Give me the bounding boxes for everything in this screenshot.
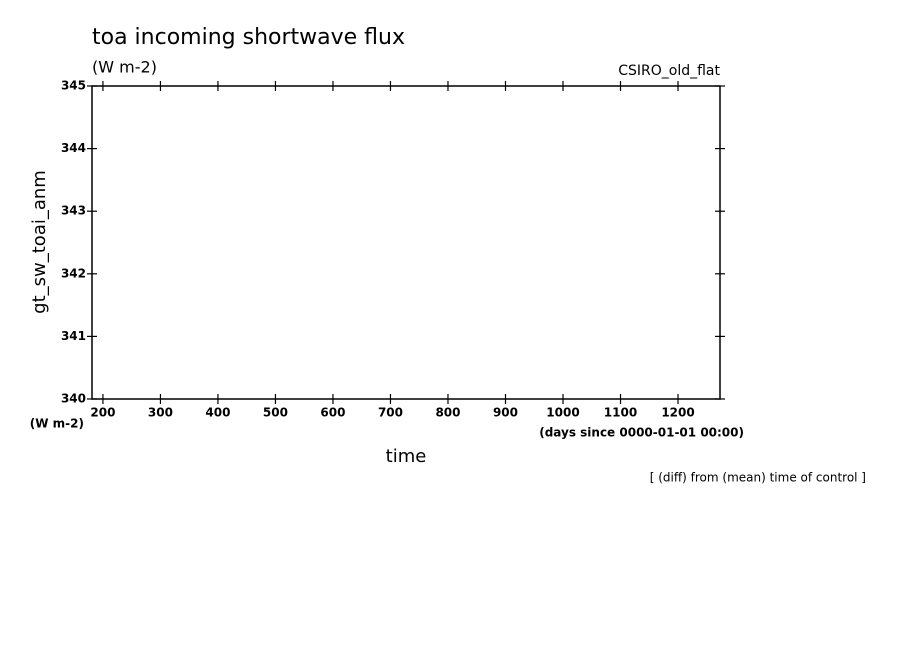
- chart-subtitle: (W m-2): [92, 58, 157, 77]
- y-axis-units: (W m-2): [30, 417, 84, 431]
- plot-frame: [91, 85, 721, 400]
- y-axis-label: gt_sw_toai_anm: [29, 170, 50, 314]
- y-tick-label: 342: [61, 266, 86, 280]
- x-tick-label: 500: [263, 406, 288, 420]
- chart-title: toa incoming shortwave flux: [92, 25, 405, 50]
- x-tick-label: 900: [493, 406, 518, 420]
- y-tick-label: 340: [61, 392, 86, 406]
- note: [ (diff) from (mean) time of control ]: [650, 471, 866, 485]
- y-tick-label: 344: [61, 141, 86, 155]
- x-tick-label: 1200: [661, 406, 694, 420]
- x-tick-label: 400: [205, 406, 230, 420]
- y-tick-label: 345: [61, 79, 86, 93]
- x-tick-label: 1000: [546, 406, 579, 420]
- x-tick-label: 200: [90, 406, 115, 420]
- x-tick-label: 700: [378, 406, 403, 420]
- x-axis-label: time: [386, 446, 427, 467]
- y-tick-label: 343: [61, 204, 86, 218]
- x-tick-label: 1100: [604, 406, 637, 420]
- x-tick-label: 800: [435, 406, 460, 420]
- y-tick-label: 341: [61, 329, 86, 343]
- x-tick-label: 300: [148, 406, 173, 420]
- source-label: CSIRO_old_flat: [618, 63, 720, 79]
- x-tick-label: 600: [320, 406, 345, 420]
- x-axis-units: (days since 0000-01-01 00:00): [539, 426, 744, 440]
